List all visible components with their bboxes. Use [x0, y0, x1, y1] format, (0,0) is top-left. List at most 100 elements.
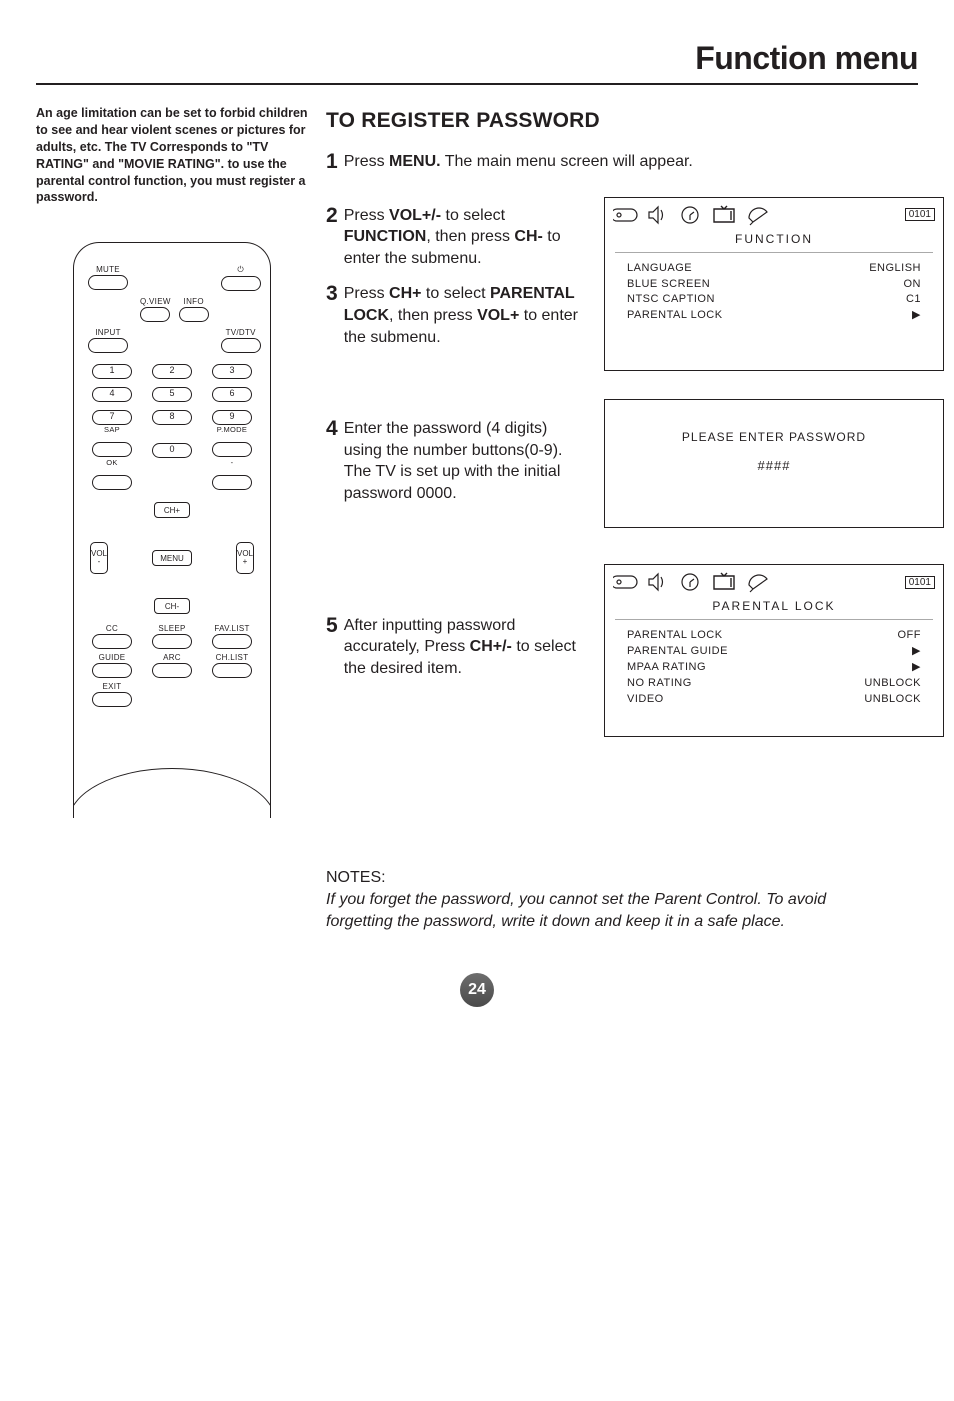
- exit-label: EXIT: [88, 682, 136, 691]
- section-header: TO REGISTER PASSWORD: [326, 109, 944, 133]
- t: VOL+: [477, 307, 519, 324]
- satellite-icon: [745, 204, 773, 226]
- num-7: 7: [92, 410, 132, 425]
- t: , then press: [426, 228, 514, 245]
- nav-cluster: CH+ VOL - MENU VOL + CH-: [88, 502, 256, 614]
- favlist-button: [212, 634, 252, 649]
- step-5-num: 5: [326, 615, 338, 680]
- vol-minus-button: VOL -: [90, 542, 108, 574]
- page-number-circle: 24: [460, 973, 494, 1007]
- step-1-post: The main menu screen will appear.: [441, 153, 693, 170]
- chlist-button: [212, 663, 252, 678]
- input-button: [88, 338, 128, 353]
- remote-control-diagram: MUTE ⏻ Q.VIEW INFO INPUT TV/DTV 1: [73, 242, 271, 818]
- osd-function-title: FUNCTION: [615, 230, 933, 253]
- input-label: INPUT: [88, 328, 128, 337]
- t: Press: [344, 207, 389, 224]
- osd-row-r: UNBLOCK: [864, 676, 921, 692]
- num-8: 8: [152, 410, 192, 425]
- ok-button: [92, 475, 132, 490]
- num-6: 6: [212, 387, 252, 402]
- osd-row-l: PARENTAL LOCK: [627, 308, 723, 324]
- sap-button: [92, 442, 132, 457]
- osd-row-l: PARENTAL GUIDE: [627, 644, 728, 660]
- step-1-num: 1: [326, 151, 338, 173]
- osd-row-l: LANGUAGE: [627, 261, 692, 277]
- menu-button: MENU: [152, 550, 192, 566]
- dash-button: [212, 475, 252, 490]
- t: Press: [344, 285, 389, 302]
- step-1: 1 Press MENU. The main menu screen will …: [326, 151, 944, 173]
- osd-parental-title: PARENTAL LOCK: [615, 597, 933, 620]
- dash-label: -: [208, 458, 256, 467]
- tvdtv-label: TV/DTV: [221, 328, 261, 337]
- cc-button: [92, 634, 132, 649]
- sap-label: SAP: [88, 425, 136, 434]
- osd-row-r: ▶: [912, 308, 921, 324]
- step-4-num: 4: [326, 418, 338, 504]
- power-button: [221, 276, 261, 291]
- tv-icon: [711, 204, 737, 226]
- osd-row-l: NO RATING: [627, 676, 692, 692]
- page-title: Function menu: [36, 40, 918, 85]
- num-5: 5: [152, 387, 192, 402]
- step-1-pre: Press: [344, 153, 389, 170]
- middle-column: 2 Press VOL+/- to select FUNCTION, then …: [326, 197, 586, 933]
- tvdtv-button: [221, 338, 261, 353]
- num-0: 0: [152, 443, 192, 458]
- arc-button: [152, 663, 192, 678]
- t: CH-: [514, 228, 542, 245]
- page-number: 24: [36, 973, 918, 1007]
- palette-icon: [613, 572, 639, 592]
- t: The TV is set up with the initial passwo…: [344, 463, 561, 502]
- osd-password-title: PLEASE ENTER PASSWORD: [605, 430, 943, 444]
- osd-row-l: VIDEO: [627, 692, 664, 708]
- tv-icon: [711, 571, 737, 593]
- osd-password-mask: ####: [605, 458, 943, 473]
- left-column: An age limitation can be set to forbid c…: [36, 105, 308, 818]
- t: , then press: [389, 307, 477, 324]
- osd-row-l: NTSC CAPTION: [627, 292, 715, 308]
- t: CH+: [389, 285, 421, 302]
- mute-label: MUTE: [88, 265, 128, 274]
- guide-label: GUIDE: [88, 653, 136, 662]
- ch-minus-button: CH-: [154, 598, 190, 614]
- step-4: 4 Enter the password (4 digits) using th…: [326, 418, 586, 504]
- t: FUNCTION: [344, 228, 427, 245]
- notes-header: NOTES:: [326, 869, 886, 887]
- speaker-icon: [647, 572, 669, 592]
- osd-row-l: BLUE SCREEN: [627, 277, 710, 293]
- palette-icon: [613, 205, 639, 225]
- t: to select: [421, 285, 489, 302]
- satellite-icon: [745, 571, 773, 593]
- step-1-b1: MENU.: [389, 153, 441, 170]
- pmode-label: P.MODE: [208, 425, 256, 434]
- num-9: 9: [212, 410, 252, 425]
- clock-icon: [677, 205, 703, 225]
- osd-row-r: OFF: [898, 628, 922, 644]
- chlist-label: CH.LIST: [208, 653, 256, 662]
- intro-text: An age limitation can be set to forbid c…: [36, 105, 308, 206]
- notes-section: NOTES: If you forget the password, you c…: [326, 869, 886, 932]
- step-2-num: 2: [326, 205, 338, 270]
- osd-function-screen: 0101 FUNCTION LANGUAGEENGLISH BLUE SCREE…: [604, 197, 944, 372]
- osd-row-l: PARENTAL LOCK: [627, 628, 723, 644]
- osd-row-r: C1: [906, 292, 921, 308]
- osd-row-l: MPAA RATING: [627, 660, 706, 676]
- step-3-num: 3: [326, 283, 338, 348]
- qview-button: [140, 307, 170, 322]
- t: to select: [441, 207, 505, 224]
- osd-row-r: ▶: [912, 660, 921, 676]
- osd-row-r: UNBLOCK: [864, 692, 921, 708]
- notes-body: If you forget the password, you cannot s…: [326, 889, 886, 932]
- ok-label: OK: [88, 458, 136, 467]
- t: VOL+/-: [389, 207, 441, 224]
- num-4: 4: [92, 387, 132, 402]
- step-2: 2 Press VOL+/- to select FUNCTION, then …: [326, 205, 586, 270]
- power-label: ⏻: [221, 265, 261, 275]
- cc-label: CC: [88, 624, 136, 633]
- num-3: 3: [212, 364, 252, 379]
- osd-row-r: ENGLISH: [869, 261, 921, 277]
- clock-icon: [677, 572, 703, 592]
- pmode-button: [212, 442, 252, 457]
